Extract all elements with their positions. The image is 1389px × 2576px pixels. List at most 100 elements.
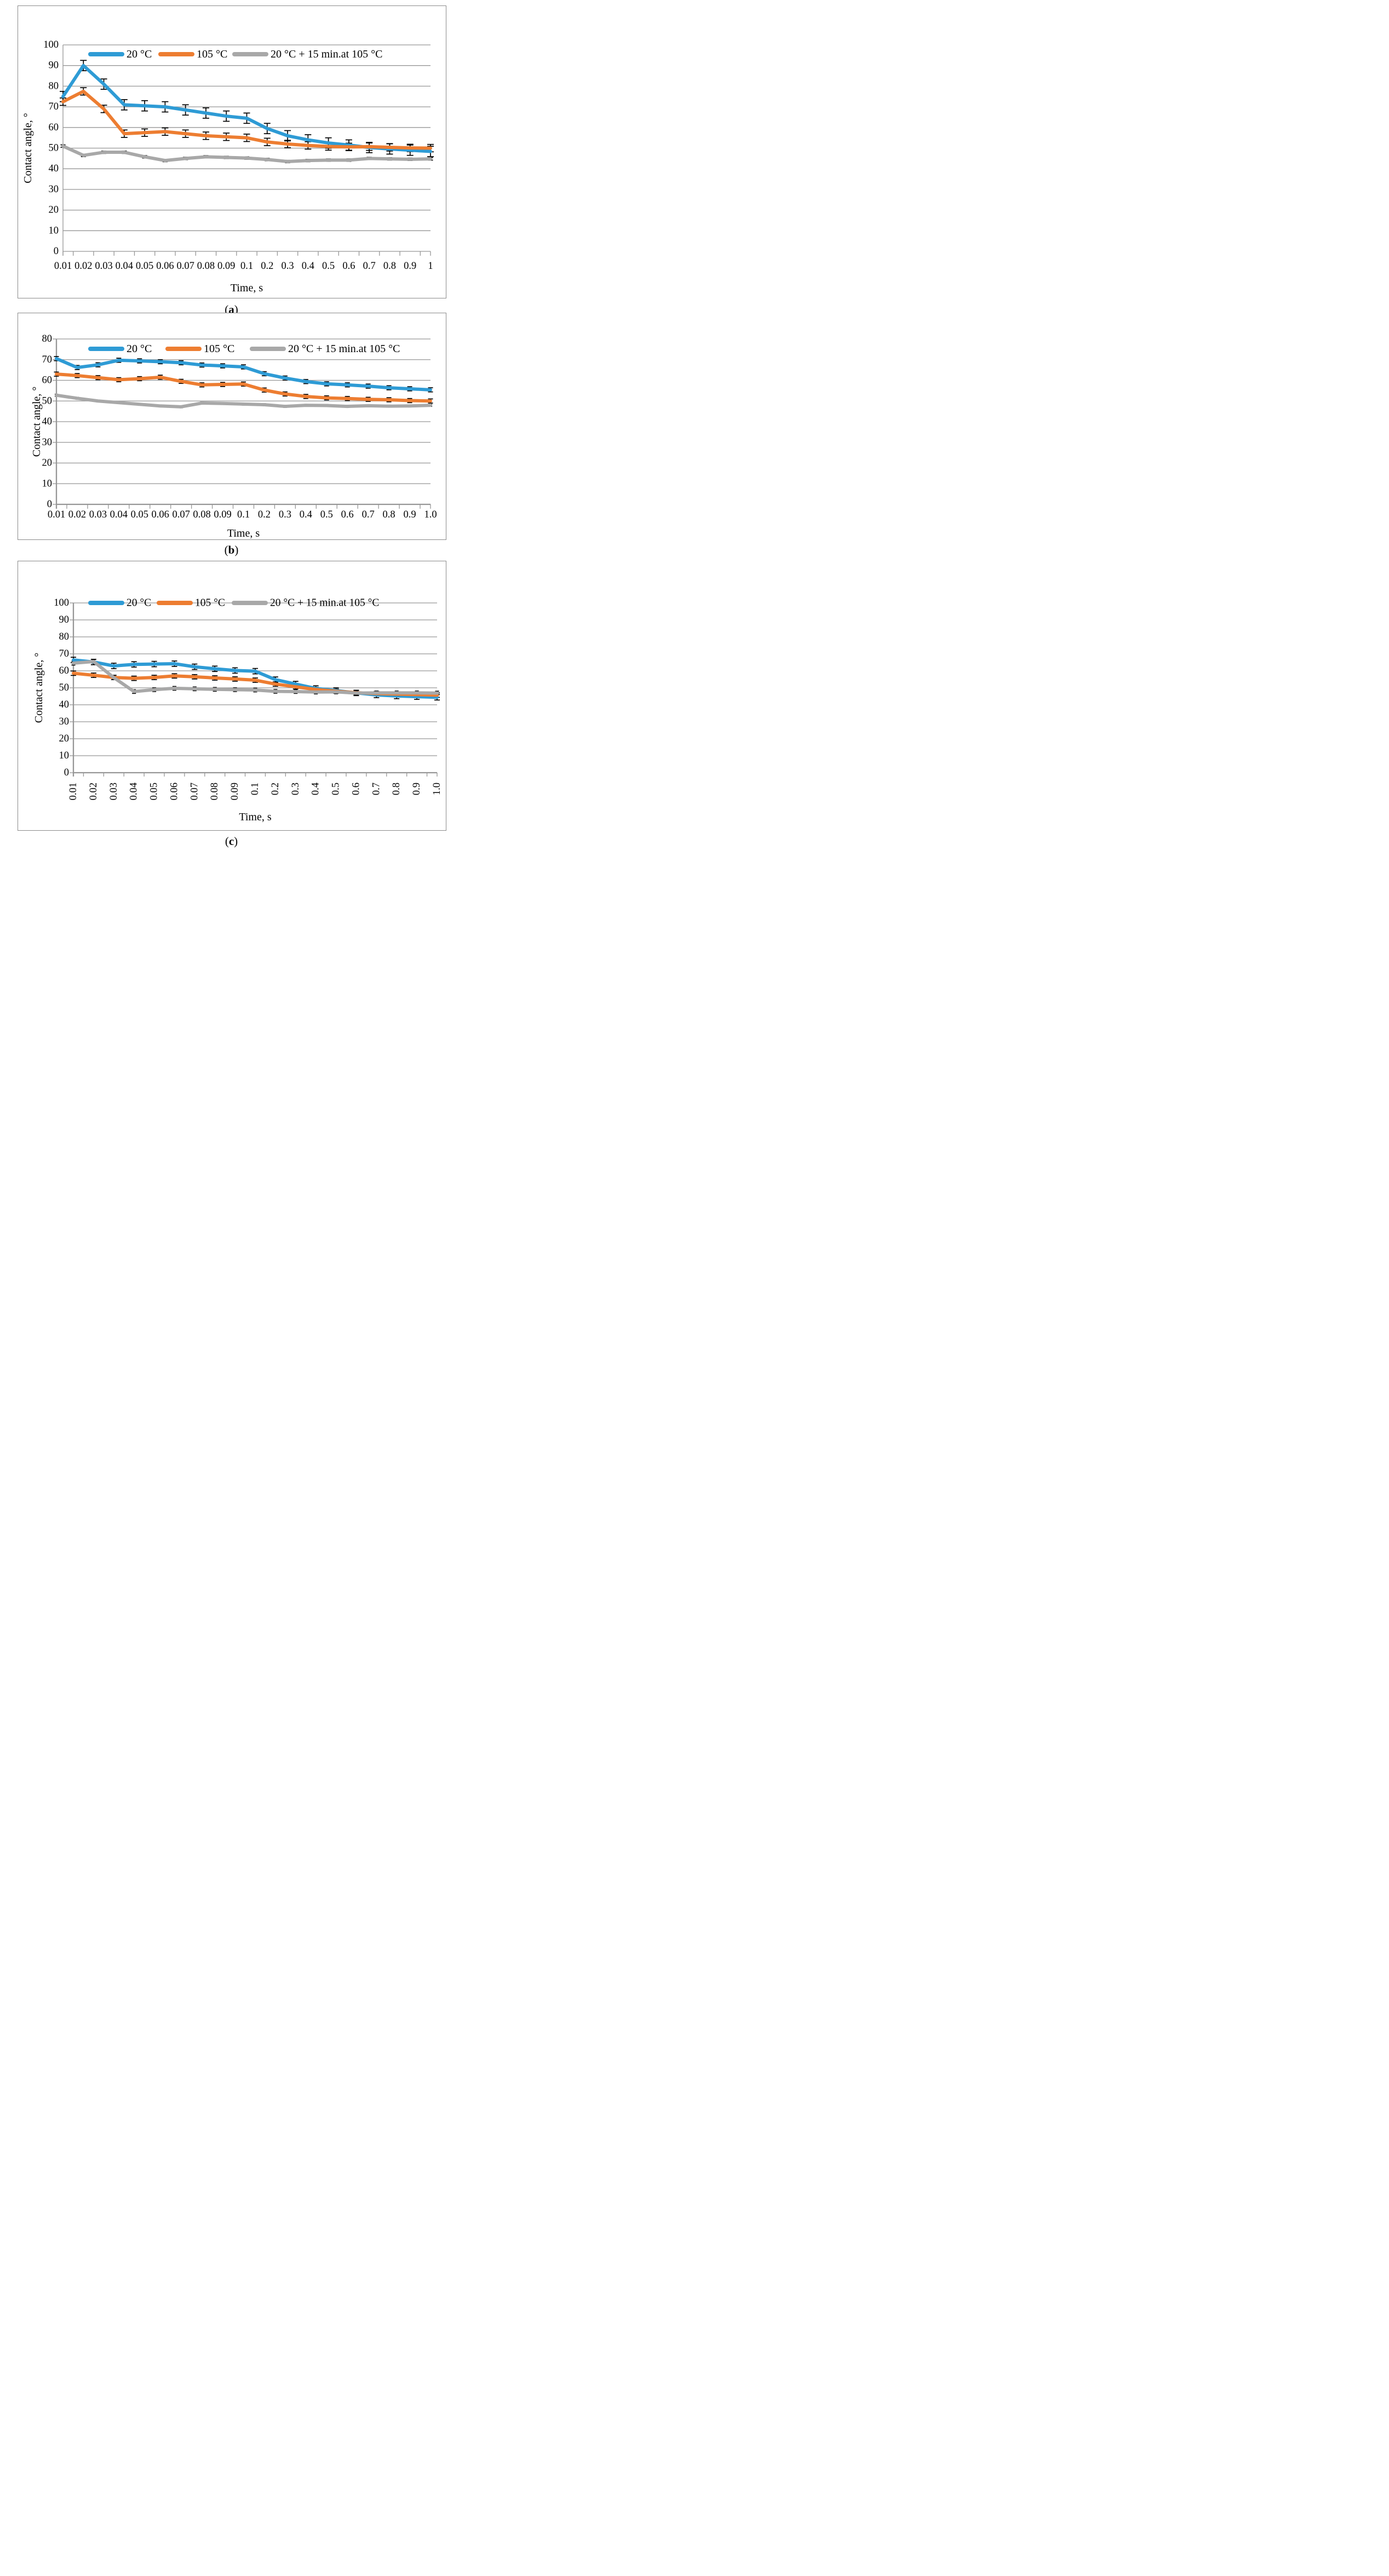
x-tick-label: 0.01 (48, 509, 65, 520)
series-line-105-c (55, 372, 432, 403)
x-axis-title: Time, s (239, 811, 272, 823)
x-tick-label: 0.1 (250, 783, 261, 795)
caption-a-letter: a (228, 303, 234, 316)
y-tick-label: 10 (59, 750, 70, 761)
y-tick-label: 80 (59, 631, 70, 642)
y-tick-label: 10 (42, 478, 53, 489)
x-tick-label: 0.09 (217, 261, 235, 272)
caption-b: (b) (18, 543, 445, 557)
x-tick-label: 0.5 (322, 261, 335, 272)
x-tick-label: 0.4 (300, 509, 312, 520)
caption-c-close: ) (234, 835, 238, 848)
x-tick-label: 0.03 (95, 261, 112, 272)
legend-label-20-c-15-min-at-105-c: 20 °C + 15 min.at 105 °C (288, 343, 400, 355)
x-axis-title: Time, s (231, 282, 263, 294)
x-tick-label: 0.06 (169, 783, 180, 800)
legend-label-20-c: 20 °C (127, 48, 152, 60)
x-tick-label: 1 (428, 261, 433, 272)
y-tick-label: 30 (59, 716, 70, 727)
y-tick-label: 0 (54, 246, 59, 257)
x-tick-label: 1.0 (424, 509, 437, 520)
x-tick-label: 0.3 (290, 783, 301, 795)
x-tick-label: 0.3 (279, 509, 291, 520)
y-tick-label: 70 (42, 354, 53, 365)
x-tick-label: 0.4 (302, 261, 314, 272)
legend-label-105-c: 105 °C (197, 48, 227, 60)
x-tick-label: 0.6 (342, 261, 355, 272)
x-tick-label: 0.05 (149, 783, 160, 800)
x-tick-label: 0.6 (351, 783, 361, 795)
x-tick-label: 0.09 (229, 783, 240, 800)
y-tick-label: 50 (42, 395, 53, 406)
x-tick-label: 0.5 (331, 783, 342, 795)
x-tick-label: 0.1 (237, 509, 250, 520)
x-tick-label: 1.0 (432, 783, 443, 795)
y-tick-label: 100 (43, 39, 59, 50)
x-tick-label: 0.2 (270, 783, 281, 795)
legend-label-20-c: 20 °C (127, 343, 152, 355)
x-tick-label: 0.8 (383, 261, 396, 272)
x-tick-label: 0.03 (89, 509, 107, 520)
caption-a: (a) (18, 303, 445, 317)
y-tick-label: 0 (64, 767, 69, 778)
x-tick-label: 0.01 (54, 261, 72, 272)
chart-b: 20 °C 105 °C 20 °C + 15 min.at 105 °C 0 10 20… (31, 334, 437, 539)
y-tick-label: 90 (49, 60, 59, 71)
legend-label-20-c-15-min-at-105-c: 20 °C + 15 min.at 105 °C (271, 48, 383, 60)
x-tick-label: 0.02 (74, 261, 92, 272)
x-tick-label: 0.8 (391, 783, 402, 795)
y-axis-title: Contact angle, ° (31, 387, 43, 457)
series-line-20-c-15-min-at-105-c (72, 659, 439, 695)
x-tick-label: 0.08 (197, 261, 215, 272)
y-tick-label: 40 (42, 416, 53, 427)
y-tick-label: 60 (59, 665, 70, 676)
x-tick-label: 0.04 (116, 261, 133, 272)
series-line-20-c-15-min-at-105-c (55, 393, 432, 409)
y-tick-label: 20 (42, 458, 53, 469)
caption-a-open: ( (225, 303, 229, 316)
y-tick-label: 70 (59, 648, 70, 659)
caption-b-letter: b (228, 543, 235, 556)
y-tick-label: 30 (49, 184, 59, 195)
x-tick-label: 0.03 (108, 783, 119, 800)
y-axis-title: Contact angle, ° (22, 113, 34, 183)
y-tick-label: 60 (49, 122, 59, 133)
y-tick-label: 0 (47, 499, 52, 510)
x-tick-label: 0.07 (176, 261, 194, 272)
x-tick-label: 0.2 (261, 261, 273, 272)
panel-c: 20 °C 105 °C 20 °C + 15 min.at 105 °C 0 10 20… (18, 561, 446, 831)
legend-label-20-c: 20 °C (127, 597, 151, 609)
x-tick-label: 0.7 (362, 509, 375, 520)
x-tick-label: 0.09 (214, 509, 231, 520)
y-tick-label: 60 (42, 375, 53, 386)
y-tick-label: 10 (49, 225, 59, 236)
x-tick-label: 0.2 (258, 509, 271, 520)
x-tick-label: 0.08 (209, 783, 220, 800)
caption-c-open: ( (225, 835, 229, 848)
x-tick-label: 0.9 (404, 261, 416, 272)
legend-label-105-c: 105 °C (204, 343, 234, 355)
y-tick-label: 90 (59, 614, 70, 625)
y-tick-label: 80 (49, 81, 59, 91)
y-tick-label: 20 (49, 205, 59, 216)
panel-a: 20 °C 105 °C 20 °C + 15 min.at 105 °C 0 10 20… (18, 5, 446, 298)
x-tick-label: 0.7 (363, 261, 376, 272)
y-tick-label: 80 (42, 334, 53, 344)
y-axis-title: Contact angle, ° (33, 653, 45, 723)
caption-b-close: ) (234, 543, 239, 556)
x-tick-label: 0.4 (311, 783, 322, 795)
y-tick-label: 100 (54, 597, 69, 608)
series-line-20-c-15-min-at-105-c (61, 144, 432, 164)
x-tick-label: 0.04 (129, 783, 140, 800)
y-tick-label: 40 (59, 699, 70, 710)
y-tick-label: 30 (42, 437, 53, 448)
legend-label-20-c-15-min-at-105-c: 20 °C + 15 min.at 105 °C (270, 597, 379, 609)
x-tick-label: 0.04 (110, 509, 128, 520)
series-line-105-c (61, 89, 432, 150)
x-tick-label: 0.9 (403, 509, 416, 520)
x-axis-title: Time, s (227, 527, 260, 539)
caption-c: (c) (18, 835, 445, 848)
caption-a-close: ) (234, 303, 238, 316)
error-bars-20-c (60, 60, 434, 157)
x-tick-label: 0.9 (411, 783, 422, 795)
